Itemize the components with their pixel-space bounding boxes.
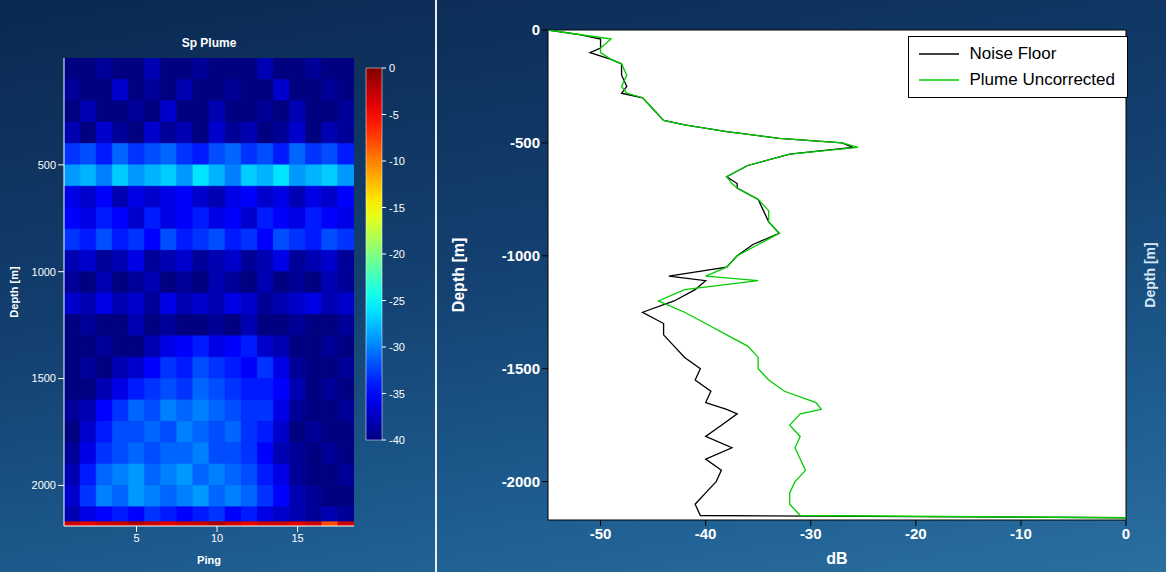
svg-text:Depth [m]: Depth [m]: [8, 266, 20, 318]
svg-text:-30: -30: [800, 525, 822, 542]
svg-text:0: 0: [532, 21, 540, 38]
svg-text:0: 0: [1122, 525, 1130, 542]
svg-text:-25: -25: [389, 295, 405, 307]
svg-text:Ping: Ping: [197, 554, 221, 566]
svg-text:-2000: -2000: [502, 473, 540, 490]
svg-text:dB: dB: [826, 550, 847, 567]
svg-text:-5: -5: [389, 109, 399, 121]
svg-text:-20: -20: [905, 525, 927, 542]
svg-text:1500: 1500: [32, 372, 56, 384]
html-text:Plume Uncorrected: Plume Uncorrected: [969, 70, 1115, 89]
svg-text:-35: -35: [389, 388, 405, 400]
svg-text:-20: -20: [389, 248, 405, 260]
svg-text:-500: -500: [510, 134, 540, 151]
svg-text:-10: -10: [389, 155, 405, 167]
svg-text:Depth [m]: Depth [m]: [450, 238, 467, 313]
svg-text:-10: -10: [1010, 525, 1032, 542]
html-text:Noise Floor: Noise Floor: [969, 44, 1057, 63]
svg-text:2000: 2000: [32, 479, 56, 491]
svg-text:1000: 1000: [32, 266, 56, 278]
svg-text:10: 10: [211, 532, 223, 544]
svg-text:500: 500: [38, 159, 56, 171]
svg-text:-1500: -1500: [502, 360, 540, 377]
svg-text:15: 15: [291, 532, 303, 544]
svg-text:0: 0: [389, 62, 395, 74]
svg-text:-40: -40: [695, 525, 717, 542]
html-text:Depth [m]: Depth [m]: [1142, 242, 1158, 308]
html-text:Sp Plume: Sp Plume: [181, 36, 237, 50]
svg-text:-40: -40: [389, 434, 405, 446]
svg-text:5: 5: [133, 532, 139, 544]
svg-text:-50: -50: [590, 525, 612, 542]
svg-text:-1000: -1000: [502, 247, 540, 264]
svg-text:-15: -15: [389, 202, 405, 214]
svg-text:-30: -30: [389, 341, 405, 353]
